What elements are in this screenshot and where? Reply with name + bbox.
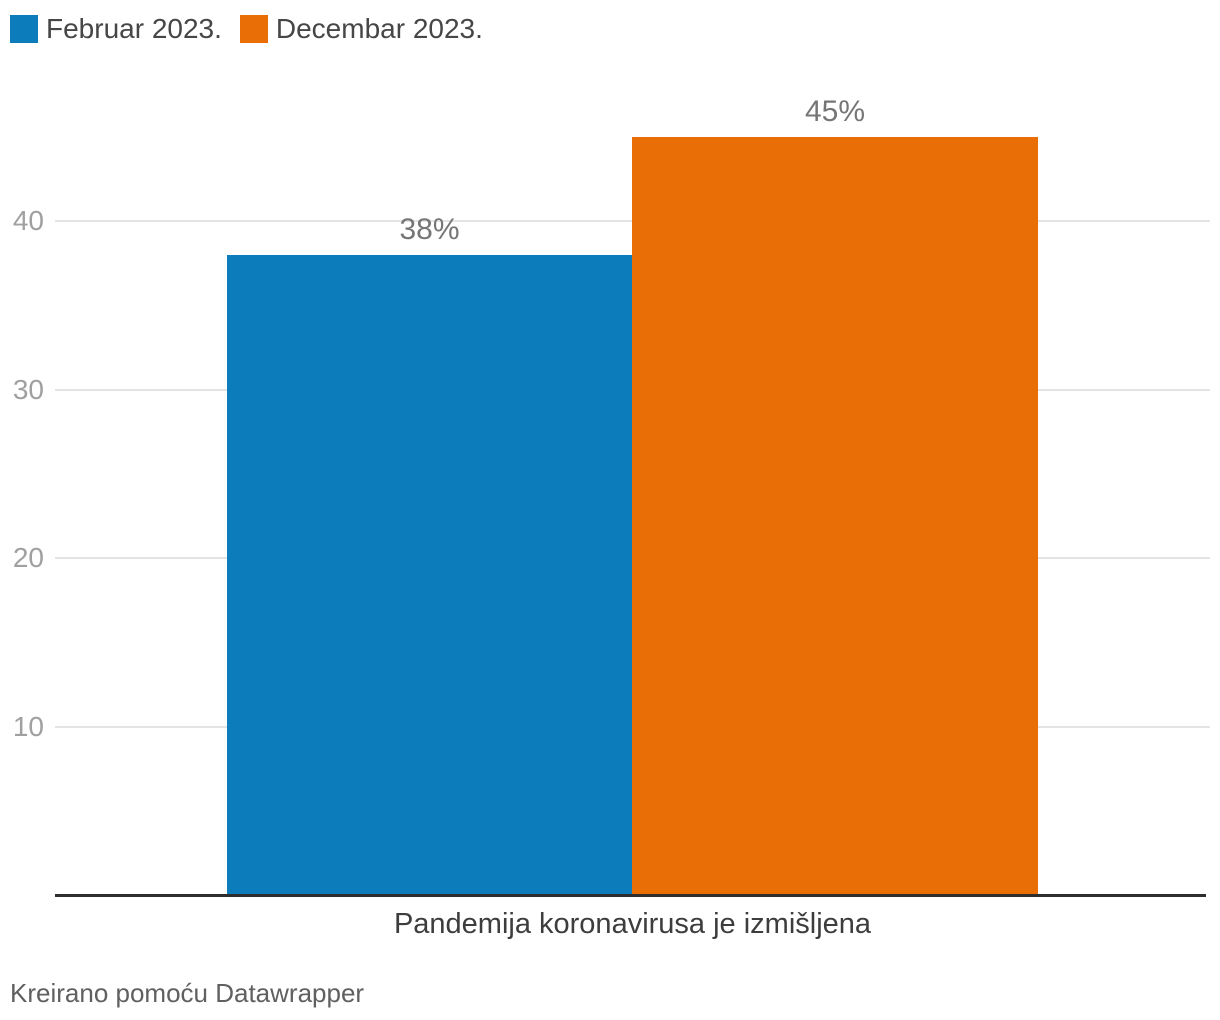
bar-value-label: 45% (804, 94, 866, 128)
x-axis-category-label: Pandemija koronavirusa je izmišljena (393, 908, 872, 940)
y-tick-label-10: 10 (12, 710, 44, 742)
legend-swatch-icon (10, 15, 38, 43)
bar-decembar-2023 (632, 136, 1038, 895)
legend-label: Decembar 2023. (275, 13, 483, 44)
y-tick-label-40: 40 (12, 205, 44, 236)
legend-swatch-icon (239, 15, 268, 43)
bar-value-label: 38% (399, 212, 460, 246)
y-tick-label-20: 20 (12, 542, 44, 573)
bar-februar-2023 (227, 254, 632, 895)
legend: Februar 2023. Decembar 2023. (10, 15, 483, 43)
legend-item: Februar 2023. (10, 15, 222, 43)
x-axis-line (55, 894, 1206, 897)
legend-label: Februar 2023. (46, 13, 222, 44)
legend-item: Decembar 2023. (239, 13, 483, 44)
y-tick-label-30: 30 (12, 373, 44, 405)
footer-credit: Kreirano pomoću Datawrapper (10, 978, 365, 1008)
